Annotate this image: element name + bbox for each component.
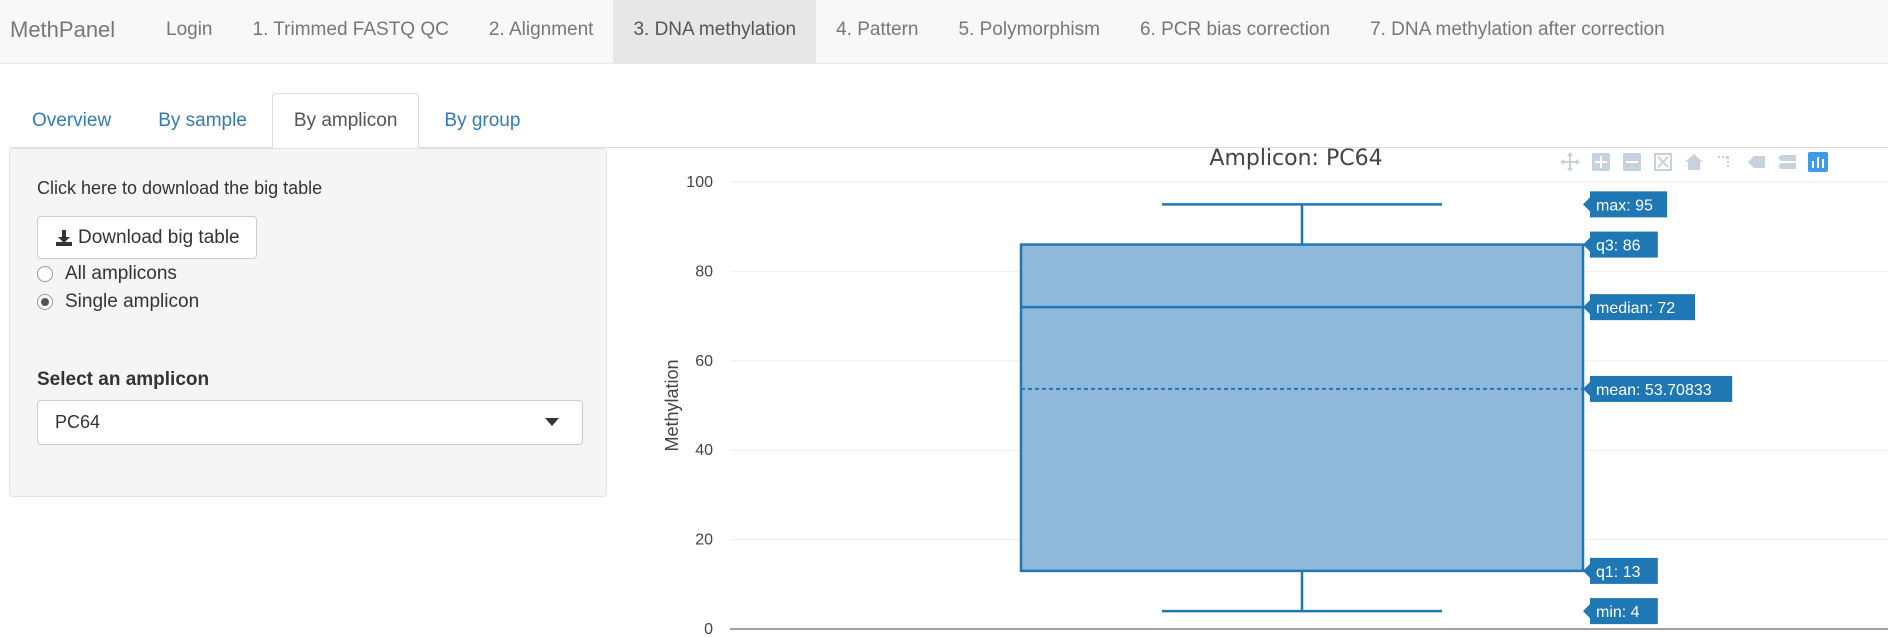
hover-compare-icon[interactable] — [1777, 152, 1797, 172]
tab-bar: Overview By sample By amplicon By group — [10, 93, 1888, 149]
spike-lines-icon[interactable] — [1715, 152, 1735, 172]
amplicon-select-value: PC64 — [55, 412, 101, 432]
download-button-label: Download big table — [78, 226, 240, 248]
hover-label-pointer — [1583, 237, 1590, 252]
y-tick-label: 80 — [695, 263, 713, 280]
hover-label-pointer — [1583, 197, 1590, 212]
zoom-out-icon[interactable] — [1622, 152, 1642, 172]
radio-circle-checked[interactable] — [37, 294, 53, 310]
y-tick-label: 40 — [695, 442, 713, 459]
radio-single-amplicon[interactable]: Single amplicon — [37, 291, 199, 313]
hover-label-q1: q1: 13 — [1596, 564, 1641, 581]
zoom-in-icon[interactable] — [1591, 152, 1611, 172]
nav-item-trimmed-fastq-qc[interactable]: 1. Trimmed FASTQ QC — [252, 19, 449, 40]
nav-item-dna-methylation[interactable]: 3. DNA methylation — [613, 0, 817, 63]
y-tick-label: 20 — [695, 532, 713, 549]
box-iqr — [1019, 243, 1585, 573]
amplicon-select[interactable]: PC64 — [37, 400, 583, 445]
hover-label-pointer — [1583, 563, 1590, 578]
hover-label-box — [1590, 191, 1668, 218]
hover-label-box — [1590, 598, 1658, 625]
download-icon — [56, 229, 72, 246]
nav-item-alignment[interactable]: 2. Alignment — [488, 19, 594, 40]
hover-label-q3: q3: 86 — [1596, 238, 1641, 255]
navbar: MethPanel Login 1. Trimmed FASTQ QC 2. A… — [0, 0, 1888, 64]
radio-label: Single amplicon — [65, 291, 200, 312]
autoscale-icon[interactable] — [1653, 152, 1673, 172]
hover-label-box — [1590, 557, 1658, 584]
chart-title: Amplicon: PC64 — [1209, 146, 1382, 171]
sidebar-panel: Click here to download the big table Dow… — [9, 148, 607, 497]
nav-item-pattern[interactable]: 4. Pattern — [836, 19, 919, 40]
nav-item-pcr-bias-correction[interactable]: 6. PCR bias correction — [1139, 19, 1331, 40]
hover-label-box — [1590, 294, 1695, 321]
hover-label-median: median: 72 — [1596, 300, 1675, 317]
download-instructions: Click here to download the big table — [37, 178, 323, 198]
y-axis-label: Methylation — [662, 359, 682, 451]
nav-menu: Login 1. Trimmed FASTQ QC 2. Alignment 3… — [146, 0, 1685, 63]
tab-by-group[interactable]: By group — [444, 110, 521, 131]
hover-label-box — [1590, 231, 1658, 258]
hover-label-box — [1590, 375, 1733, 402]
plot-modebar — [1560, 152, 1839, 172]
tab-by-amplicon[interactable]: By amplicon — [271, 93, 420, 149]
y-tick-label: 100 — [686, 174, 713, 191]
tab-overview[interactable]: Overview — [32, 110, 112, 131]
pan-icon[interactable] — [1560, 152, 1580, 172]
hover-label-pointer — [1583, 300, 1590, 315]
plotly-logo-icon[interactable] — [1808, 152, 1828, 172]
hover-label-max: max: 95 — [1596, 197, 1653, 214]
tab-by-sample[interactable]: By sample — [158, 110, 247, 131]
nav-item-dna-methylation-after-correction[interactable]: 7. DNA methylation after correction — [1370, 19, 1665, 40]
hover-label-pointer — [1583, 604, 1590, 619]
radio-label: All amplicons — [65, 263, 177, 284]
y-tick-label: 0 — [704, 621, 713, 637]
radio-all-amplicons[interactable]: All amplicons — [37, 263, 177, 285]
hover-label-pointer — [1583, 381, 1590, 396]
reset-axes-icon[interactable] — [1684, 152, 1704, 172]
radio-circle[interactable] — [37, 266, 53, 282]
hover-label-mean: mean: 53.70833 — [1596, 382, 1712, 399]
methylation-box-plot: 0 20 40 60 80 100 Methylation Amplicon: PC64 max… — [662, 146, 1888, 637]
hover-closest-icon[interactable] — [1746, 152, 1766, 172]
nav-item-polymorphism[interactable]: 5. Polymorphism — [958, 19, 1100, 40]
hover-label-min: min: 4 — [1596, 604, 1640, 621]
app-brand[interactable]: MethPanel — [10, 17, 116, 42]
select-amplicon-label: Select an amplicon — [37, 369, 210, 390]
y-tick-label: 60 — [695, 353, 713, 370]
nav-item-login[interactable]: Login — [166, 19, 213, 40]
caret-down-icon[interactable] — [545, 418, 559, 426]
download-big-table-button[interactable]: Download big table — [37, 216, 257, 259]
